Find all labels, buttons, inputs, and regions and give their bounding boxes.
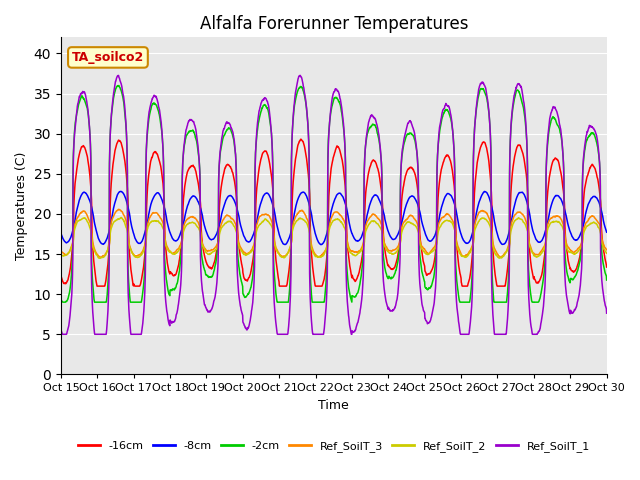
Ref_SoilT_1 [59,331,67,337]
-2cm [362,141,369,147]
Ref_SoilT_2 [210,249,218,254]
Ref_SoilT_2 [350,252,358,258]
-2cm [350,294,358,300]
Ref_SoilT_3 [97,255,105,261]
-8cm [350,235,358,240]
Ref_SoilT_3 [362,223,369,229]
Ref_SoilT_3 [555,214,563,220]
-8cm [603,229,611,235]
-16cm [209,263,217,268]
Ref_SoilT_3 [350,249,358,254]
Ref_SoilT_1 [603,310,611,316]
-16cm [493,282,500,288]
Ref_SoilT_2 [493,253,500,259]
Ref_SoilT_2 [555,219,563,225]
-16cm [362,190,369,195]
-16cm [555,160,563,166]
Ref_SoilT_3 [57,248,65,254]
Ref_SoilT_3 [493,250,500,255]
-2cm [57,296,65,302]
X-axis label: Time: Time [318,399,349,412]
-8cm [493,229,500,235]
-16cm [603,264,611,270]
Ref_SoilT_2 [603,251,611,256]
Ref_SoilT_2 [57,251,65,257]
Ref_SoilT_1 [362,140,369,146]
-8cm [116,189,124,194]
-8cm [57,230,65,236]
-16cm [57,273,65,278]
-8cm [555,193,563,199]
Ref_SoilT_1 [115,72,122,78]
-16cm [297,136,305,142]
Ref_SoilT_1 [570,308,578,314]
-16cm [570,268,578,274]
Line: -2cm: -2cm [61,85,607,302]
-2cm [555,125,563,131]
Y-axis label: Temperatures (C): Temperatures (C) [15,152,28,260]
-2cm [493,300,500,305]
Legend: -16cm, -8cm, -2cm, Ref_SoilT_3, Ref_SoilT_2, Ref_SoilT_1: -16cm, -8cm, -2cm, Ref_SoilT_3, Ref_Soil… [73,437,595,456]
Ref_SoilT_1 [57,327,65,333]
-8cm [570,237,578,242]
-8cm [317,242,325,248]
Line: Ref_SoilT_3: Ref_SoilT_3 [61,209,607,258]
Ref_SoilT_2 [570,251,578,257]
Ref_SoilT_2 [362,228,369,234]
-8cm [362,219,369,225]
-16cm [350,276,358,282]
Ref_SoilT_3 [115,206,123,212]
-2cm [210,269,218,275]
-2cm [59,300,67,305]
Ref_SoilT_3 [603,247,611,252]
Ref_SoilT_2 [118,215,125,220]
-16cm [93,283,101,289]
-2cm [115,83,123,88]
Line: Ref_SoilT_2: Ref_SoilT_2 [61,217,607,258]
Ref_SoilT_1 [350,329,358,335]
Ref_SoilT_3 [210,247,218,252]
-2cm [603,277,611,283]
Text: TA_soilco2: TA_soilco2 [72,51,144,64]
-8cm [209,236,217,242]
-2cm [570,275,578,281]
Ref_SoilT_3 [570,250,578,255]
Ref_SoilT_1 [493,331,500,337]
Ref_SoilT_1 [210,300,218,305]
Line: Ref_SoilT_1: Ref_SoilT_1 [61,75,607,334]
Ref_SoilT_2 [96,255,104,261]
Title: Alfalfa Forerunner Temperatures: Alfalfa Forerunner Temperatures [200,15,468,33]
Ref_SoilT_1 [555,118,563,123]
Line: -16cm: -16cm [61,139,607,286]
Line: -8cm: -8cm [61,192,607,245]
